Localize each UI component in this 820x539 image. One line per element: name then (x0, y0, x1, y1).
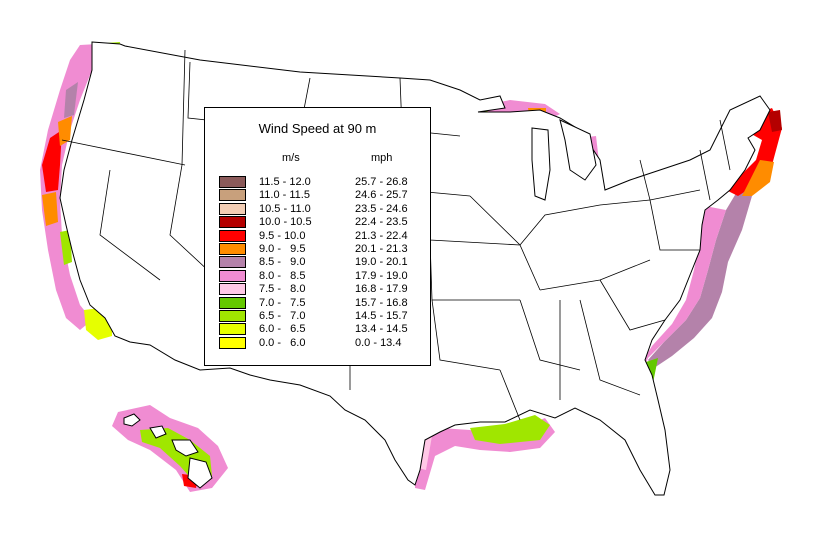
legend-mph-range: 21.3 - 22.4 (355, 229, 408, 242)
legend-ms-range: 6.0 - 6.5 (259, 323, 306, 336)
legend-mph-range: 14.5 - 15.7 (355, 309, 408, 322)
legend-ms-range: 8.0 - 8.5 (259, 269, 306, 282)
legend-ms-range: 9.5 - 10.0 (259, 229, 306, 242)
legend-swatch (219, 309, 246, 322)
molokai-maui (171, 439, 199, 457)
legend-swatch (219, 189, 246, 202)
legend-swatch (219, 269, 246, 282)
pacific-band-purple (64, 82, 78, 118)
legend-mph-range: 13.4 - 14.5 (355, 323, 408, 336)
legend-ms-range: 11.5 - 12.0 (259, 176, 311, 188)
legend-swatch (219, 296, 246, 309)
lake-michigan (531, 127, 551, 201)
legend-mph-range: 15.7 - 16.8 (355, 296, 408, 309)
legend-ms-range: 8.5 - 9.0 (259, 256, 306, 269)
legend-ms-range: 11.0 - 11.5 (259, 189, 310, 202)
legend-ms-range: 10.0 - 10.5 (259, 216, 312, 229)
legend-mph-range: 19.0 - 20.1 (355, 256, 408, 269)
legend-mph-range: 24.6 - 25.7 (355, 189, 408, 202)
pacific-band-orange-south (42, 192, 58, 226)
atlantic-band-pink (636, 205, 726, 380)
legend-mph-range: 22.4 - 23.5 (355, 216, 408, 229)
legend-ms-range: 7.5 - 8.0 (259, 283, 306, 296)
legend-mph-range: 16.8 - 17.9 (355, 283, 408, 296)
pacific-band-red (42, 130, 62, 192)
legend-swatch (219, 242, 246, 255)
legend-swatch (219, 202, 246, 215)
atlantic-band-purple (648, 190, 752, 368)
legend-mph-range: 17.9 - 19.0 (355, 269, 408, 282)
legend-mph-range: 25.7 - 26.8 (355, 176, 408, 188)
legend-swatch (219, 256, 246, 269)
oahu (149, 425, 167, 439)
legend-swatch (219, 323, 246, 336)
ne-band-orange (742, 160, 774, 196)
legend-swatch (219, 229, 246, 242)
ne-band-darkred (768, 110, 782, 132)
wind-speed-legend: Wind Speed at 90 m m/s mph 11.5 - 12.0 25… (204, 107, 431, 366)
legend-ms-range: 9.0 - 9.5 (259, 242, 306, 255)
legend-swatch (219, 336, 246, 349)
legend-swatch (219, 283, 246, 296)
legend-mph-range: 23.5 - 24.6 (355, 202, 408, 215)
legend-mph-range: 0.0 - 13.4 (355, 336, 402, 349)
legend-ms-range: 7.0 - 7.5 (259, 296, 306, 309)
legend-swatch (219, 216, 246, 229)
legend-unit-ms: m/s (282, 152, 300, 164)
legend-mph-range: 20.1 - 21.3 (355, 242, 408, 255)
legend-ms-range: 10.5 - 11.0 (259, 202, 311, 215)
kauai (123, 413, 141, 427)
pacific-band-orange-north (58, 116, 72, 146)
legend-ms-range: 6.5 - 7.0 (259, 309, 306, 322)
legend-title: Wind Speed at 90 m (258, 121, 377, 136)
pacific-band-pink (40, 44, 98, 330)
legend-ms-range: 0.0 - 6.0 (259, 336, 306, 349)
legend-unit-mph: mph (371, 152, 393, 164)
big-island (187, 457, 213, 489)
legend-swatch (219, 176, 246, 188)
ne-band-red (726, 108, 782, 196)
hawaii-islands (123, 413, 213, 489)
gulf-band-green (470, 415, 550, 444)
lake-huron (559, 119, 597, 181)
